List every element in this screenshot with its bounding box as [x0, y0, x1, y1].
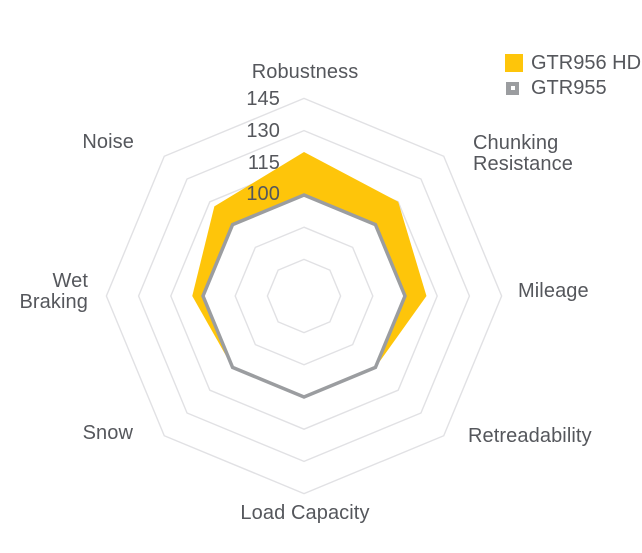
legend-label-gtr956hd: GTR956 HD [531, 52, 642, 74]
legend: GTR956 HD GTR955 [505, 52, 641, 99]
series-polygon-gtr955 [201, 193, 407, 399]
axis-label-chunking-resistance: Chunking Resistance [473, 132, 573, 175]
axis-label-snow: Snow [82, 422, 133, 444]
axis-label-mileage: Mileage [518, 280, 589, 302]
tick-label-130: 130 [246, 120, 280, 142]
grid-ring-70 [266, 258, 342, 334]
tick-label-115: 115 [247, 152, 280, 174]
legend-item-gtr955: GTR955 [505, 77, 641, 99]
axis-label-wet-braking: Wet Braking [19, 270, 88, 313]
legend-item-gtr956hd: GTR956 HD [505, 52, 641, 74]
legend-label-gtr955: GTR955 [531, 77, 607, 99]
axis-label-retreadability: Retreadability [468, 425, 592, 447]
legend-swatch-gtr956hd [505, 54, 523, 72]
grid-ring-115 [170, 162, 438, 430]
tick-label-145: 145 [246, 88, 280, 110]
axis-label-noise: Noise [82, 131, 134, 153]
grid-ring-85 [234, 226, 374, 366]
grid-ring-130 [137, 129, 471, 463]
axis-label-load-capacity: Load Capacity [240, 502, 370, 524]
tick-label-100: 100 [246, 183, 280, 205]
axis-label-robustness: Robustness [251, 61, 359, 83]
grid-ring-145 [105, 97, 503, 495]
legend-marker-dot [510, 86, 515, 90]
legend-swatch-gtr955 [506, 81, 519, 95]
